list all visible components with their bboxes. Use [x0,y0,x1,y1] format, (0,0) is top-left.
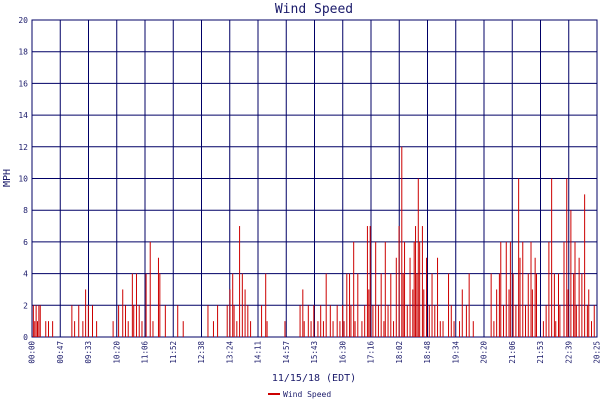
y-tick-label: 4 [23,270,28,279]
x-tick-label: 18:02 [395,341,404,364]
y-tick-labels: 0 2 4 6 8 10 12 14 16 18 20 [18,16,28,342]
y-tick-label: 6 [23,238,28,247]
x-tick-label: 12:38 [197,341,206,364]
x-tick-label: 11:06 [141,341,150,364]
x-tick-label: 21:06 [508,341,517,364]
y-tick-label: 10 [18,175,28,184]
x-tick-label: 00:47 [56,341,65,364]
x-tick-label: 11:52 [169,341,178,364]
x-tick-label: 18:48 [423,341,432,364]
y-tick-label: 8 [23,206,28,215]
x-tick-label: 14:57 [282,341,291,364]
legend-label: Wind Speed [283,390,331,399]
x-tick-label: 19:34 [451,341,460,364]
y-tick-label: 2 [23,301,28,310]
x-tick-label: 13:24 [225,341,234,364]
x-axis-label: 11/15/18 (EDT) [272,373,356,384]
x-tick-labels: 00:00 00:47 09:33 10:20 11:06 11:52 12:38 13:24… [28,341,600,364]
y-tick-label: 14 [18,111,28,120]
legend: Wind Speed [268,390,331,399]
y-tick-label: 16 [18,79,28,88]
y-tick-label: 20 [18,16,28,25]
x-tick-label: 20:20 [480,341,489,364]
x-tick-label: 21:53 [536,341,545,364]
x-tick-label: 22:39 [564,341,573,364]
chart-title: Wind Speed [275,2,353,17]
y-tick-label: 18 [18,48,28,57]
x-tick-label: 20:25 [593,341,600,364]
x-tick-label: 10:20 [112,341,121,364]
x-tick-label: 15:43 [310,341,319,364]
x-tick-label: 09:33 [84,341,93,364]
x-tick-label: 16:30 [338,341,347,364]
y-axis-label: MPH [2,169,13,187]
x-tick-label: 17:16 [367,341,376,364]
x-tick-label: 00:00 [28,341,37,364]
data-bars [32,146,595,337]
grid [31,19,598,338]
x-tick-label: 14:11 [254,341,263,364]
plot-border [31,19,598,338]
y-tick-label: 12 [18,143,28,152]
y-tick-label: 0 [23,333,28,342]
